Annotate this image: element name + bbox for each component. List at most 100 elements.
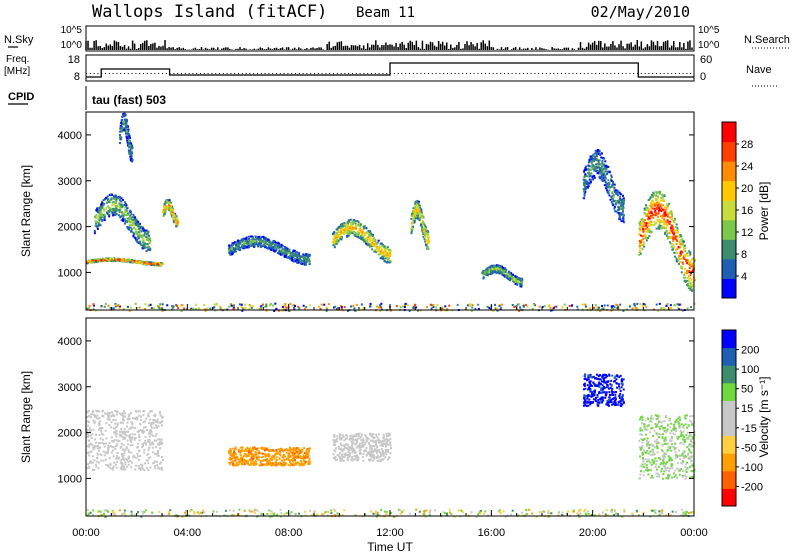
velocity-cell	[161, 424, 164, 427]
power-cell	[612, 200, 615, 203]
power-cell	[418, 204, 421, 207]
power-cell	[677, 235, 680, 238]
power-cell	[384, 257, 387, 260]
power-cell	[123, 129, 126, 132]
velocity-cell	[142, 420, 145, 423]
power-cell	[673, 229, 676, 232]
colorbar-swatch	[722, 219, 736, 240]
power-cell	[583, 190, 586, 193]
colorbar-swatch	[722, 239, 736, 260]
velocity-cell	[158, 410, 161, 413]
power-cell	[498, 304, 501, 307]
power-cell	[367, 235, 370, 238]
power-cell	[293, 249, 296, 252]
power-cell	[359, 230, 362, 233]
nsearch-label: N.Search	[744, 34, 790, 46]
velocity-cell	[133, 417, 136, 420]
power-cell	[607, 179, 610, 182]
velocity-cell	[146, 459, 149, 462]
power-cell	[238, 303, 241, 306]
power-cell	[351, 220, 354, 223]
velocity-cell	[130, 451, 133, 454]
power-cell	[509, 277, 512, 280]
power-cell	[502, 266, 505, 269]
power-cell	[142, 260, 145, 263]
velocity-cell	[124, 461, 127, 464]
power-cell	[511, 276, 514, 279]
power-cell	[235, 244, 238, 247]
power-cell	[239, 249, 242, 252]
power-cell	[620, 213, 623, 216]
power-cell	[121, 129, 124, 132]
velocity-cell	[87, 410, 90, 413]
power-cell	[508, 272, 511, 275]
velocity-cell	[123, 430, 126, 433]
power-cell	[99, 213, 102, 216]
nave-dot	[431, 73, 433, 74]
power-cell	[383, 255, 386, 258]
velocity-cell	[141, 466, 144, 469]
power-cell	[278, 250, 281, 253]
nave-dot	[105, 73, 106, 74]
power-cell	[357, 307, 360, 310]
power-cell	[117, 258, 120, 261]
power-cell	[422, 233, 425, 236]
power-cell	[352, 221, 355, 224]
power-cell	[111, 211, 114, 214]
power-cell	[97, 222, 100, 225]
nave-dot	[260, 73, 262, 74]
velocity-cell	[158, 462, 161, 465]
velocity-cell	[149, 466, 152, 469]
power-cell	[644, 234, 647, 237]
velocity-cell	[130, 421, 133, 424]
velocity-cell	[126, 465, 129, 468]
power-cell	[109, 209, 112, 212]
power-cell	[120, 121, 123, 124]
power-cell	[254, 242, 257, 245]
power-cell	[360, 236, 363, 239]
power-cell	[107, 259, 110, 262]
power-cell	[367, 229, 370, 232]
power-cell	[680, 240, 683, 243]
power-cell	[679, 238, 682, 241]
velocity-cell	[115, 435, 118, 438]
power-cell	[358, 228, 361, 231]
power-cell	[596, 169, 599, 172]
power-cell	[380, 257, 383, 260]
power-cell	[606, 183, 609, 186]
power-cell	[613, 189, 616, 192]
power-cell	[663, 217, 666, 220]
power-cell	[670, 245, 673, 248]
velocity-cell	[102, 443, 105, 446]
power-cell	[677, 262, 680, 265]
nave-dot	[390, 73, 391, 74]
power-cell	[120, 136, 123, 139]
power-cell	[306, 254, 309, 257]
power-cell	[108, 207, 111, 210]
power-cell	[284, 255, 287, 258]
velocity-cell	[155, 446, 158, 449]
power-cell	[240, 238, 243, 241]
power-cell	[367, 244, 370, 247]
power-cell	[105, 196, 108, 199]
power-cell	[655, 221, 658, 224]
power-cell	[672, 236, 675, 239]
power-cell	[249, 241, 252, 244]
power-cell	[337, 239, 340, 242]
power-cell	[667, 213, 670, 216]
power-cell	[296, 255, 299, 258]
power-cell	[638, 251, 641, 254]
power-cell	[661, 204, 664, 207]
power-cell	[585, 180, 588, 183]
power-cell	[669, 304, 672, 307]
power-cell	[516, 283, 519, 286]
velocity-cell	[123, 468, 126, 471]
power-cell	[195, 307, 198, 310]
power-cell	[589, 180, 592, 183]
power-cell	[645, 239, 648, 242]
power-cell	[645, 204, 648, 207]
power-cell	[612, 183, 615, 186]
power-cell	[141, 236, 144, 239]
velocity-cell	[115, 444, 118, 447]
